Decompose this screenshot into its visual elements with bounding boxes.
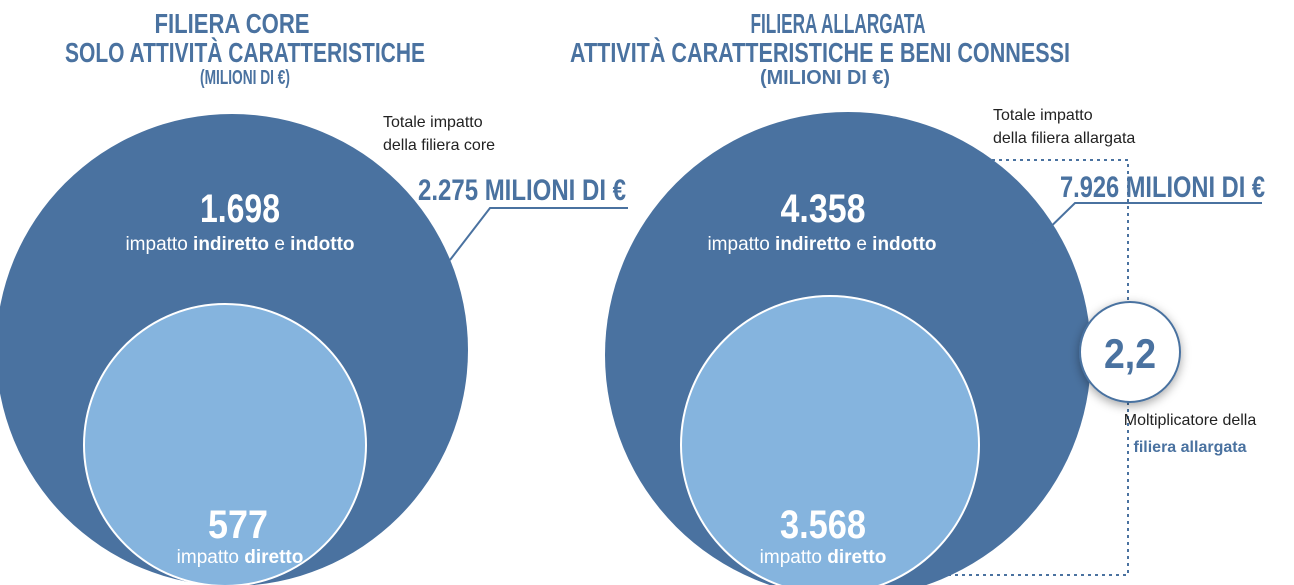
- title: SOLO ATTIVITÀ CARATTERISTICHE: [65, 37, 425, 68]
- value: 3.568: [780, 503, 866, 547]
- inner-circle: [83, 303, 367, 585]
- title: FILIERA ALLARGATA: [751, 8, 926, 39]
- subtitle: (MILIONI DI €): [760, 67, 890, 89]
- title: FILIERA CORE: [155, 8, 310, 39]
- note: Totale impatto: [383, 114, 483, 131]
- total: 2.275 MILIONI DI €: [418, 174, 626, 207]
- multiplier-label: filiera allargata: [1134, 439, 1247, 456]
- multiplier-value: 2,2: [1104, 330, 1156, 377]
- multiplier-label: Moltiplicatore della: [1124, 412, 1257, 429]
- label: impatto diretto: [177, 547, 304, 568]
- label: impatto indiretto e indotto: [125, 234, 354, 255]
- multiplier-circle: [1079, 301, 1181, 403]
- total: 7.926 MILIONI DI €: [1060, 171, 1265, 204]
- value: 4.358: [781, 187, 866, 231]
- note: Totale impatto: [993, 107, 1093, 124]
- note: della filiera allargata: [993, 130, 1135, 147]
- leader-line: [449, 207, 628, 261]
- leader-line: [1031, 202, 1262, 246]
- subtitle: (MILIONI DI €): [200, 67, 290, 89]
- title: ATTIVITÀ CARATTERISTICHE E BENI CONNESSI: [570, 37, 1070, 68]
- value: 1.698: [200, 187, 280, 231]
- inner-circle: [680, 295, 980, 585]
- value: 577: [208, 503, 268, 547]
- label: impatto indiretto e indotto: [707, 234, 936, 255]
- label: impatto diretto: [760, 547, 887, 568]
- note: della filiera core: [383, 137, 495, 154]
